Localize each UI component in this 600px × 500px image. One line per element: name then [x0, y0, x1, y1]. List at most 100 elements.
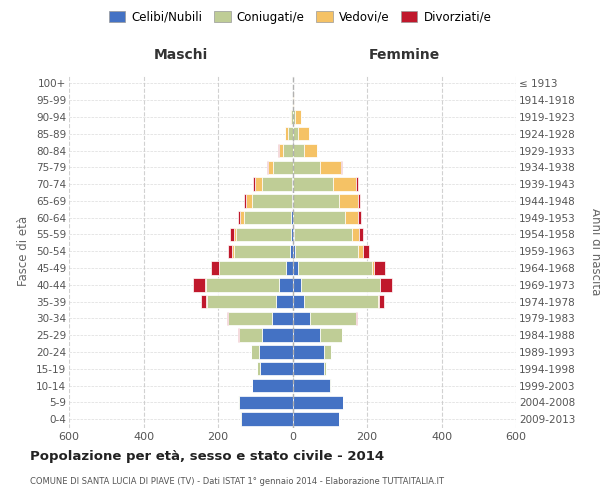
- Bar: [304, 144, 317, 157]
- Bar: [236, 228, 291, 241]
- Bar: [268, 160, 273, 174]
- Bar: [291, 228, 293, 241]
- Bar: [201, 295, 206, 308]
- Bar: [238, 211, 240, 224]
- Bar: [288, 127, 293, 140]
- Bar: [298, 127, 309, 140]
- Bar: [262, 328, 293, 342]
- Bar: [310, 312, 356, 325]
- Bar: [293, 396, 343, 409]
- Bar: [251, 345, 259, 358]
- Bar: [252, 379, 293, 392]
- Bar: [293, 160, 320, 174]
- Bar: [352, 228, 359, 241]
- Bar: [257, 362, 260, 376]
- Bar: [219, 262, 220, 275]
- Bar: [295, 244, 358, 258]
- Bar: [292, 211, 293, 224]
- Bar: [293, 194, 338, 207]
- Bar: [333, 178, 356, 191]
- Legend: Celibi/Nubili, Coniugati/e, Vedovi/e, Divorziati/e: Celibi/Nubili, Coniugati/e, Vedovi/e, Di…: [104, 6, 496, 28]
- Bar: [267, 160, 268, 174]
- Bar: [239, 396, 293, 409]
- Bar: [244, 194, 245, 207]
- Bar: [290, 110, 293, 124]
- Text: Maschi: Maschi: [154, 48, 208, 62]
- Bar: [324, 345, 331, 358]
- Bar: [293, 244, 295, 258]
- Bar: [293, 110, 295, 124]
- Bar: [378, 295, 379, 308]
- Bar: [304, 295, 378, 308]
- Bar: [279, 144, 283, 157]
- Bar: [358, 194, 360, 207]
- Bar: [293, 127, 298, 140]
- Text: COMUNE DI SANTA LUCIA DI PIAVE (TV) - Dati ISTAT 1° gennaio 2014 - Elaborazione : COMUNE DI SANTA LUCIA DI PIAVE (TV) - Da…: [30, 478, 444, 486]
- Bar: [301, 278, 380, 291]
- Bar: [292, 194, 293, 207]
- Bar: [276, 295, 293, 308]
- Bar: [293, 379, 331, 392]
- Bar: [207, 295, 276, 308]
- Bar: [356, 312, 358, 325]
- Bar: [372, 262, 374, 275]
- Bar: [374, 262, 385, 275]
- Bar: [320, 328, 342, 342]
- Bar: [293, 278, 301, 291]
- Bar: [293, 295, 304, 308]
- Bar: [293, 94, 294, 107]
- Bar: [285, 127, 288, 140]
- Bar: [230, 228, 233, 241]
- Bar: [245, 194, 251, 207]
- Bar: [358, 244, 362, 258]
- Bar: [193, 278, 205, 291]
- Bar: [324, 362, 326, 376]
- Bar: [293, 312, 310, 325]
- Bar: [292, 94, 293, 107]
- Bar: [380, 278, 392, 291]
- Bar: [240, 211, 244, 224]
- Bar: [293, 228, 294, 241]
- Bar: [251, 379, 252, 392]
- Bar: [293, 412, 339, 426]
- Bar: [273, 160, 293, 174]
- Bar: [255, 178, 262, 191]
- Y-axis label: Anni di nascita: Anni di nascita: [589, 208, 600, 295]
- Bar: [227, 244, 232, 258]
- Bar: [262, 178, 292, 191]
- Bar: [338, 194, 358, 207]
- Bar: [233, 228, 236, 241]
- Bar: [241, 412, 293, 426]
- Bar: [290, 244, 293, 258]
- Bar: [251, 194, 292, 207]
- Bar: [227, 312, 228, 325]
- Bar: [293, 178, 333, 191]
- Bar: [232, 244, 233, 258]
- Bar: [211, 262, 219, 275]
- Bar: [238, 396, 239, 409]
- Bar: [379, 295, 384, 308]
- Y-axis label: Fasce di età: Fasce di età: [17, 216, 31, 286]
- Bar: [220, 262, 286, 275]
- Bar: [320, 160, 341, 174]
- Bar: [358, 211, 361, 224]
- Bar: [272, 312, 293, 325]
- Bar: [286, 262, 293, 275]
- Text: Femmine: Femmine: [368, 48, 440, 62]
- Bar: [295, 110, 301, 124]
- Bar: [260, 362, 293, 376]
- Bar: [253, 178, 255, 191]
- Bar: [283, 144, 293, 157]
- Text: Popolazione per età, sesso e stato civile - 2014: Popolazione per età, sesso e stato civil…: [30, 450, 384, 463]
- Bar: [278, 144, 279, 157]
- Bar: [233, 244, 290, 258]
- Bar: [244, 211, 292, 224]
- Bar: [293, 211, 346, 224]
- Bar: [259, 345, 293, 358]
- Bar: [293, 262, 298, 275]
- Bar: [362, 244, 369, 258]
- Bar: [346, 211, 358, 224]
- Bar: [280, 278, 293, 291]
- Bar: [293, 144, 304, 157]
- Bar: [294, 228, 352, 241]
